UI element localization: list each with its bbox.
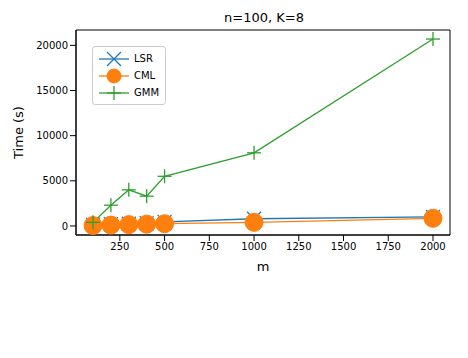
svg-text:1500: 1500: [331, 241, 356, 252]
html-text:LSR: LSR: [134, 53, 153, 64]
svg-text:2000: 2000: [420, 241, 445, 252]
svg-text:15000: 15000: [36, 85, 68, 96]
svg-text:m: m: [257, 259, 270, 274]
svg-text:1750: 1750: [376, 241, 401, 252]
html-text:CML: CML: [134, 70, 156, 81]
svg-text:750: 750: [200, 241, 219, 252]
html-text:n=100, K=8: n=100, K=8: [224, 10, 304, 25]
svg-text:Time (s): Time (s): [11, 106, 26, 160]
svg-text:20000: 20000: [36, 40, 68, 51]
svg-text:500: 500: [155, 241, 174, 252]
svg-text:250: 250: [110, 241, 129, 252]
svg-text:10000: 10000: [36, 130, 68, 141]
svg-text:1000: 1000: [241, 241, 266, 252]
html-text:GMM: GMM: [134, 87, 159, 98]
svg-text:5000: 5000: [43, 175, 68, 186]
svg-text:1250: 1250: [286, 241, 311, 252]
svg-text:0: 0: [62, 221, 68, 232]
